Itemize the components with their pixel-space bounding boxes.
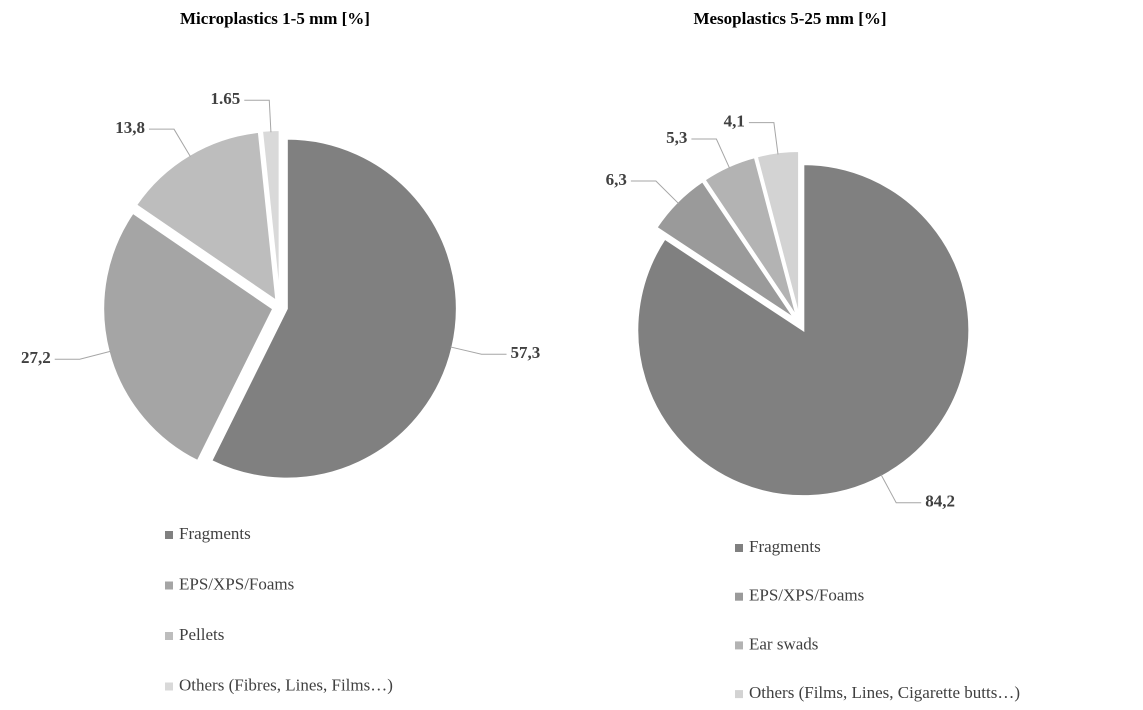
- leader-line: [748, 122, 779, 155]
- leader-line: [450, 346, 507, 355]
- leader-line: [880, 474, 922, 504]
- data-label: 84,2: [925, 492, 955, 511]
- chart-title: Mesoplastics 5-25 mm [%]: [693, 9, 886, 28]
- legend-swatch: [165, 682, 173, 691]
- legend-swatch: [165, 632, 173, 640]
- leader-line: [244, 99, 272, 133]
- data-label: 27,2: [21, 348, 51, 367]
- leader-line: [691, 138, 731, 169]
- data-label: 5,3: [666, 128, 687, 147]
- legend-label: Fragments: [179, 524, 251, 543]
- data-label: 4,1: [724, 112, 745, 131]
- data-label: 1.65: [211, 89, 241, 108]
- legend-label: EPS/XPS/Foams: [749, 586, 864, 605]
- data-label: 57,3: [511, 343, 541, 362]
- legend-swatch: [735, 690, 743, 699]
- leader-line: [149, 128, 191, 157]
- data-label: 6,3: [606, 170, 627, 189]
- chart-title: Microplastics 1-5 mm [%]: [180, 9, 370, 28]
- legend-label: Pellets: [179, 625, 224, 644]
- legend-label: Others (Fibres, Lines, Films…): [179, 675, 393, 694]
- legend-label: Others (Films, Lines, Cigarette butts…): [749, 683, 1020, 702]
- data-label: 13,8: [115, 118, 145, 137]
- leader-line: [54, 350, 111, 360]
- legend-swatch: [735, 592, 743, 601]
- legend-swatch: [165, 531, 173, 539]
- leader-line: [630, 180, 679, 204]
- legend-swatch: [735, 641, 743, 650]
- legend-label: Fragments: [749, 537, 821, 556]
- legend-swatch: [165, 581, 173, 590]
- legend-label: Ear swads: [749, 634, 818, 653]
- legend-label: EPS/XPS/Foams: [179, 574, 294, 593]
- legend-swatch: [735, 544, 743, 552]
